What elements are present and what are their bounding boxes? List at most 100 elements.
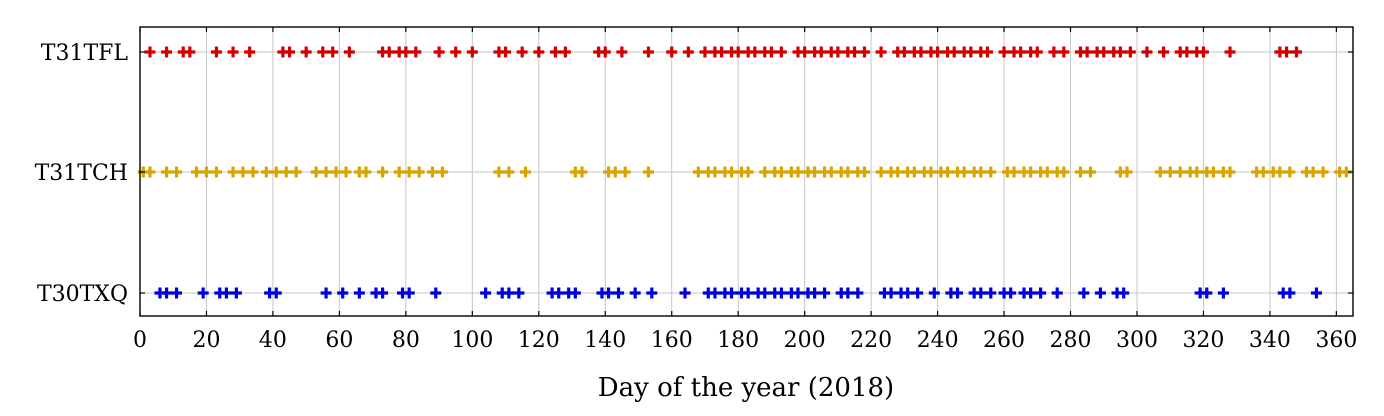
data-point xyxy=(244,46,256,58)
data-point xyxy=(809,287,821,299)
data-point xyxy=(1035,287,1047,299)
data-point xyxy=(749,46,761,58)
data-point xyxy=(161,287,173,299)
data-point xyxy=(599,46,611,58)
data-point xyxy=(1041,166,1053,178)
x-tick-label: 100 xyxy=(451,328,493,353)
data-point xyxy=(1284,287,1296,299)
data-point xyxy=(1025,287,1037,299)
data-point xyxy=(227,166,239,178)
data-point xyxy=(1118,287,1130,299)
data-point xyxy=(171,287,183,299)
data-point xyxy=(493,166,505,178)
data-point xyxy=(682,46,694,58)
data-point xyxy=(1164,166,1176,178)
data-point xyxy=(958,166,970,178)
data-point xyxy=(1058,46,1070,58)
data-point xyxy=(775,166,787,178)
x-tick-label: 320 xyxy=(1182,328,1224,353)
data-point xyxy=(230,287,242,299)
x-tick-label: 260 xyxy=(983,328,1025,353)
data-point xyxy=(775,46,787,58)
data-point xyxy=(998,46,1010,58)
data-point xyxy=(260,166,272,178)
data-point xyxy=(500,46,512,58)
data-point xyxy=(320,287,332,299)
data-point xyxy=(809,166,821,178)
data-point xyxy=(161,166,173,178)
data-point xyxy=(842,287,854,299)
data-point xyxy=(832,46,844,58)
data-point xyxy=(503,166,515,178)
data-point xyxy=(616,46,628,58)
data-point xyxy=(975,166,987,178)
data-point xyxy=(340,166,352,178)
x-axis-title: Day of the year (2018) xyxy=(598,373,894,403)
data-point xyxy=(450,46,462,58)
data-point xyxy=(280,166,292,178)
data-point xyxy=(875,46,887,58)
data-point xyxy=(759,166,771,178)
data-point xyxy=(1181,46,1193,58)
x-tick-label: 140 xyxy=(584,328,626,353)
data-point xyxy=(642,166,654,178)
data-point xyxy=(842,166,854,178)
data-point xyxy=(569,287,581,299)
x-tick-label: 180 xyxy=(717,328,759,353)
data-point xyxy=(1114,46,1126,58)
data-point xyxy=(965,46,977,58)
data-point xyxy=(732,46,744,58)
data-point xyxy=(759,287,771,299)
y-category-label: T31TCH xyxy=(35,161,128,186)
data-point xyxy=(885,287,897,299)
x-tick-label: 0 xyxy=(133,328,147,353)
data-point xyxy=(619,166,631,178)
data-point xyxy=(1291,46,1302,58)
data-point xyxy=(184,46,196,58)
data-point xyxy=(377,287,389,299)
data-point xyxy=(709,287,721,299)
data-point xyxy=(430,287,442,299)
data-point xyxy=(393,166,405,178)
data-point xyxy=(576,166,588,178)
data-point xyxy=(858,46,870,58)
data-point xyxy=(932,46,944,58)
data-point xyxy=(480,287,492,299)
data-point xyxy=(1078,287,1090,299)
labels-layer: 0 20 40 60 80 100 120 140 160 180 200 220 240 260 280 3… xyxy=(35,41,1358,353)
data-point xyxy=(1124,46,1136,58)
data-point xyxy=(892,166,904,178)
data-point xyxy=(513,287,525,299)
data-point xyxy=(553,287,565,299)
y-category-label: T30TXQ xyxy=(37,282,128,307)
data-point xyxy=(742,287,754,299)
data-point xyxy=(320,166,332,178)
data-point xyxy=(400,46,412,58)
data-point xyxy=(270,287,282,299)
data-point xyxy=(503,287,515,299)
data-point xyxy=(985,166,997,178)
data-point xyxy=(912,287,924,299)
data-point xyxy=(925,166,937,178)
x-tick-label: 160 xyxy=(651,328,693,353)
data-point xyxy=(858,166,870,178)
x-tick-label: 280 xyxy=(1050,328,1092,353)
data-point xyxy=(144,166,156,178)
x-tick-label: 240 xyxy=(917,328,959,353)
data-point xyxy=(1310,287,1322,299)
data-point xyxy=(433,46,445,58)
data-point xyxy=(902,287,914,299)
data-point xyxy=(516,46,528,58)
data-point xyxy=(330,166,342,178)
x-tick-label: 340 xyxy=(1249,328,1291,353)
data-point xyxy=(629,287,641,299)
x-tick-label: 200 xyxy=(784,328,826,353)
x-tick-label: 300 xyxy=(1116,328,1158,353)
ticks-layer xyxy=(139,27,1353,316)
x-tick-label: 20 xyxy=(192,328,220,353)
data-point xyxy=(161,46,173,58)
data-point xyxy=(1224,166,1236,178)
data-point xyxy=(1317,166,1329,178)
data-point xyxy=(1257,166,1269,178)
